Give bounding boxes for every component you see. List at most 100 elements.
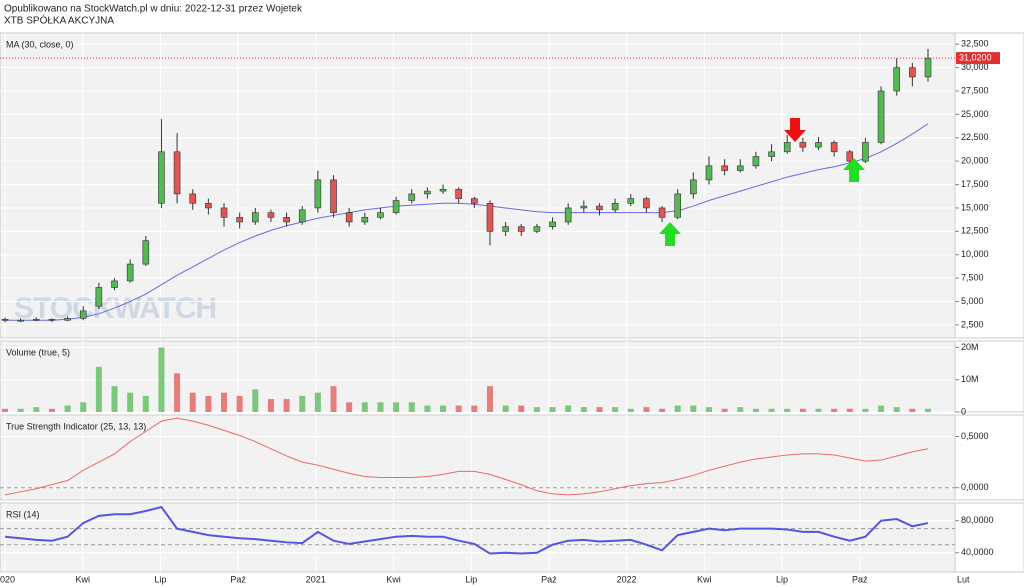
signal-arrow	[843, 158, 865, 182]
candle-body	[205, 202, 212, 209]
candle-body	[439, 188, 447, 192]
candle-body	[893, 67, 901, 92]
volume-bar	[330, 386, 337, 412]
axis-bg	[954, 502, 1024, 573]
volume-bar	[2, 408, 8, 412]
volume-bar	[33, 407, 40, 412]
candle-body	[768, 151, 775, 157]
signal-arrow	[659, 222, 681, 246]
axis-bg	[954, 32, 1024, 339]
volume-bar	[831, 408, 838, 412]
volume-bar	[925, 408, 931, 412]
x-tick-label: Kwi	[386, 574, 401, 584]
header-line: XTB SPÓŁKA AKCYJNA	[4, 14, 114, 27]
candle-body	[752, 156, 760, 167]
last-price-box	[956, 52, 1000, 65]
candle-body	[736, 165, 744, 171]
x-tick-label: Paź	[541, 574, 557, 584]
candle-body	[17, 319, 24, 322]
candle-body	[1, 318, 9, 321]
volume-bar	[283, 399, 290, 412]
volume-bar	[440, 405, 447, 412]
candle-body	[267, 212, 275, 218]
volume-bar	[690, 405, 697, 412]
volume-bar	[393, 402, 400, 412]
x-tick-label: Paź	[852, 574, 868, 584]
y-tick-label: 20M	[961, 342, 979, 352]
candle-body	[564, 207, 572, 223]
y-tick-label: 15,000	[961, 202, 989, 212]
candle-body	[721, 165, 728, 171]
candle-body	[549, 221, 556, 227]
axis-bg	[954, 340, 1024, 413]
volume-bar	[705, 407, 712, 412]
volume-bar	[486, 386, 493, 412]
x-tick-label: Lip	[465, 574, 477, 584]
y-tick-label: 10M	[961, 374, 979, 384]
volume-bar	[471, 405, 478, 412]
candle-body	[79, 310, 87, 319]
volume-bar	[674, 405, 681, 412]
volume-bar	[236, 395, 243, 412]
candle-body	[783, 142, 791, 153]
y-tick-label: 32,500	[961, 39, 989, 49]
candle-body	[158, 151, 165, 204]
candle-body	[846, 151, 854, 162]
volume-bar	[142, 395, 149, 412]
y-tick-label: 80,0000	[961, 515, 994, 525]
signal-arrow	[784, 118, 806, 142]
volume-bar	[48, 408, 55, 412]
volume-bar	[174, 373, 181, 412]
candle-body	[690, 179, 697, 195]
axis-bg	[954, 414, 1024, 501]
volume-bar	[643, 407, 650, 412]
header-line: Opublikowano na StockWatch.pl w dniu: 20…	[4, 4, 303, 15]
x-tick-label: Paź	[230, 574, 246, 584]
candle-body	[252, 212, 259, 223]
candle-body	[580, 205, 588, 209]
volume-bar	[424, 405, 431, 412]
volume-bar	[95, 366, 102, 412]
candle-body	[283, 217, 290, 223]
x-tick-label: 2022	[617, 574, 637, 584]
candle-body	[643, 198, 650, 209]
watermark: STOCKWATCH	[14, 292, 216, 325]
candle-body	[126, 263, 134, 282]
volume-bar	[377, 402, 384, 412]
candle-body	[455, 188, 462, 199]
y-tick-label: 10,000	[961, 249, 989, 259]
volume-bar	[518, 405, 525, 412]
volume-bar	[909, 408, 916, 412]
volume-bar	[580, 407, 587, 412]
candle-body	[517, 226, 525, 232]
candle-body	[142, 240, 150, 265]
candle-body	[345, 212, 353, 223]
candle-body	[424, 190, 431, 195]
candle-body	[361, 217, 369, 223]
last-price-label: 31,0200	[959, 52, 992, 62]
volume-bar	[267, 399, 274, 412]
candle-body	[486, 202, 494, 232]
volume-bar	[346, 402, 353, 412]
y-tick-label: 5,000	[961, 296, 984, 306]
y-tick-label: 30,000	[961, 62, 989, 72]
candle-body	[830, 142, 838, 153]
volume-bar	[893, 407, 900, 412]
y-tick-label: 17,500	[961, 179, 989, 189]
volume-bar	[158, 347, 165, 412]
x-tick-label: Lip	[776, 574, 788, 584]
volume-bar	[878, 405, 885, 412]
candle-body	[95, 287, 103, 307]
candle-body	[111, 280, 118, 288]
candle-body	[658, 207, 666, 218]
panel-title: RSI (14)	[6, 509, 40, 519]
candle-body	[298, 209, 306, 223]
volume-bar	[17, 408, 24, 412]
volume-bar	[299, 395, 306, 412]
candle-body	[502, 226, 509, 232]
volume-bar	[862, 408, 869, 412]
volume-bar	[596, 407, 603, 412]
volume-bar	[502, 405, 509, 412]
y-tick-label: 0,5000	[961, 431, 989, 441]
